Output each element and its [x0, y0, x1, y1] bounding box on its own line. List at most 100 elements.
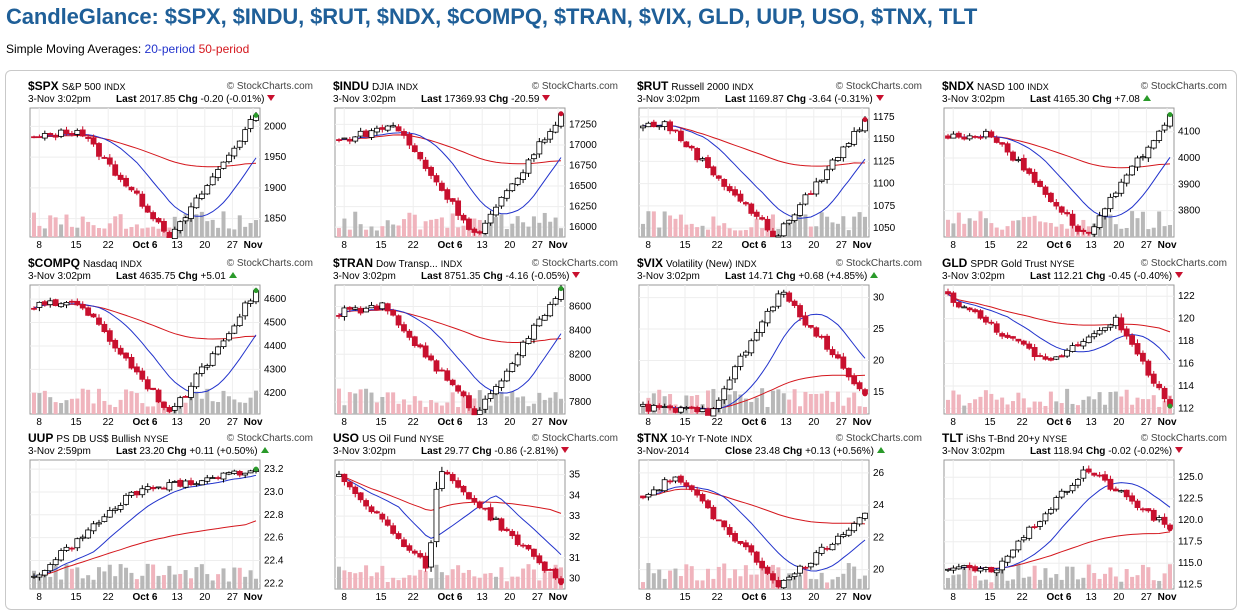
candle	[1037, 520, 1043, 530]
candle	[1102, 207, 1108, 220]
x-tick-label: Nov	[1158, 240, 1177, 251]
candle	[438, 367, 445, 372]
candle	[710, 165, 717, 177]
candle	[1015, 156, 1022, 163]
volume-bar	[1065, 388, 1070, 414]
chg-label: Chg	[472, 446, 492, 457]
x-tick-label: Nov	[244, 417, 263, 428]
chart-panel-uup[interactable]: UUP PS DB US$ Bullish NYSE © StockCharts.co…	[28, 432, 313, 606]
volume-bar	[819, 572, 824, 589]
candle	[531, 323, 537, 344]
sma50-legend-label: 50-period	[198, 42, 250, 56]
volume-bar	[946, 577, 950, 589]
last-label: Last	[1030, 94, 1051, 105]
x-tick-label: 13	[781, 240, 793, 251]
chart-panel-gld[interactable]: GLD SPDR Gold Trust NYSE © StockCharts.com 3…	[942, 257, 1227, 431]
chart-panel-tlt[interactable]: TLT iShs T-Bnd 20+y NYSE © StockCharts.com 3…	[942, 432, 1227, 606]
chart-panel-ndx[interactable]: $NDX NASD 100 INDX © StockCharts.com 3-Nov 3…	[942, 80, 1227, 254]
quote-values: Last 8751.35 Chg -4.16 (-0.05%)	[421, 270, 581, 283]
volume-bar	[48, 576, 53, 589]
volume-bar	[488, 573, 493, 589]
chart-panel-vix[interactable]: $VIX Volatility (New) INDX © StockCharts.co…	[637, 257, 922, 431]
volume-bar	[798, 406, 803, 414]
page-title: CandleGlance: $SPX, $INDU, $RUT, $NDX, $…	[6, 4, 978, 29]
volume-bar	[651, 393, 656, 414]
candle	[1156, 129, 1163, 144]
candle	[74, 128, 81, 138]
instrument-name: SPDR Gold Trust	[970, 259, 1048, 270]
chart-panel-rut[interactable]: $RUT Russell 2000 INDX © StockCharts.com 3-N…	[637, 80, 922, 254]
x-tick-label: 8	[36, 240, 42, 251]
last-label: Last	[116, 94, 137, 105]
candle	[90, 520, 97, 535]
candlestick-chart: 26 24 22 20 8 15 22 Oct 6 13 20 27 Nov	[638, 459, 885, 603]
candlestick-chart: 4600 4500 4400 4300 4200 8 15 22 Oct 6 13 20 27 Nov	[29, 284, 287, 428]
x-tick-label: Nov	[549, 592, 568, 603]
candlestick-chart: 122 120 118 116 114 112 8 15 22 Oct 6 13 20 27 Nov	[943, 284, 1195, 428]
candle	[374, 510, 380, 514]
candle	[993, 568, 1000, 577]
x-tick-label: Oct 6	[1046, 417, 1071, 428]
candle	[346, 306, 353, 313]
candle	[455, 384, 462, 394]
y-tick-label: 120	[1178, 314, 1195, 325]
volume-bar	[140, 403, 145, 414]
down-arrow-icon	[1175, 272, 1184, 278]
candle	[455, 197, 462, 220]
volume-bar	[358, 389, 363, 414]
quote-values: Last 2017.85 Chg -0.20 (-0.01%)	[116, 93, 276, 106]
volume-bar	[456, 565, 461, 589]
candle	[352, 305, 359, 311]
chart-panel-uso[interactable]: USO US Oil Fund NYSE © StockCharts.com 3-Nov…	[333, 432, 618, 606]
volume-bar	[994, 399, 999, 414]
chart-panel-indu[interactable]: $INDU DJIA INDX © StockCharts.com 3-Nov 3:02…	[333, 80, 618, 254]
volume-bar	[521, 222, 526, 237]
x-tick-label: 8	[341, 417, 347, 428]
chart-panel-tnx[interactable]: $TNX 10-Yr T-Note INDX © StockCharts.com 3-N…	[637, 432, 922, 606]
volume-bar	[846, 397, 851, 414]
volume-bar	[80, 578, 85, 589]
volume-bar	[124, 389, 129, 414]
candle	[215, 475, 221, 481]
volume-bar	[199, 564, 204, 589]
candle	[117, 502, 124, 513]
chart-panel-compq[interactable]: $COMPQ Nasdaq INDX © StockCharts.com 3-Nov 3…	[28, 257, 313, 431]
candle	[999, 331, 1006, 340]
chg-label: Chg	[1085, 271, 1106, 282]
volume-bar	[657, 227, 662, 237]
candle	[536, 553, 543, 565]
volume-bar	[347, 572, 352, 589]
volume-bar	[770, 390, 775, 414]
volume-bar	[1108, 567, 1113, 589]
volume-bar	[760, 228, 765, 237]
candle	[732, 530, 738, 543]
x-tick-label: 13	[172, 240, 184, 251]
candle	[531, 153, 537, 162]
volume-bar	[216, 402, 221, 414]
volume-bar	[167, 565, 172, 589]
volume-bar	[374, 572, 379, 589]
candle	[988, 129, 995, 139]
last-label: Last	[421, 94, 442, 105]
volume-bar	[1157, 406, 1162, 414]
candle	[683, 405, 690, 411]
volume-bar	[835, 576, 840, 589]
candle	[182, 478, 189, 489]
candle	[390, 122, 397, 128]
volume-bar	[1151, 580, 1156, 589]
x-tick-label: 8	[645, 240, 651, 251]
candle	[1107, 323, 1114, 331]
volume-bar	[1168, 224, 1172, 237]
candle	[209, 475, 216, 479]
candle	[220, 161, 227, 170]
candle	[1075, 224, 1081, 235]
chart-panel-spx[interactable]: $SPX S&P 500 INDX © StockCharts.com 3-Nov 3:…	[28, 80, 313, 254]
x-tick-label: 8	[36, 417, 42, 428]
chg-value: +0.11 (+0.50%)	[189, 446, 258, 457]
volume-bar	[1081, 577, 1086, 589]
quote-values: Last 14.71 Chg +0.68 (+4.85%)	[725, 270, 879, 283]
volume-bar	[749, 401, 754, 414]
chart-panel-tran[interactable]: $TRAN Dow Transp... INDX © StockCharts.com 3…	[333, 257, 618, 431]
volume-bar	[537, 222, 542, 237]
volume-bar	[118, 564, 123, 589]
